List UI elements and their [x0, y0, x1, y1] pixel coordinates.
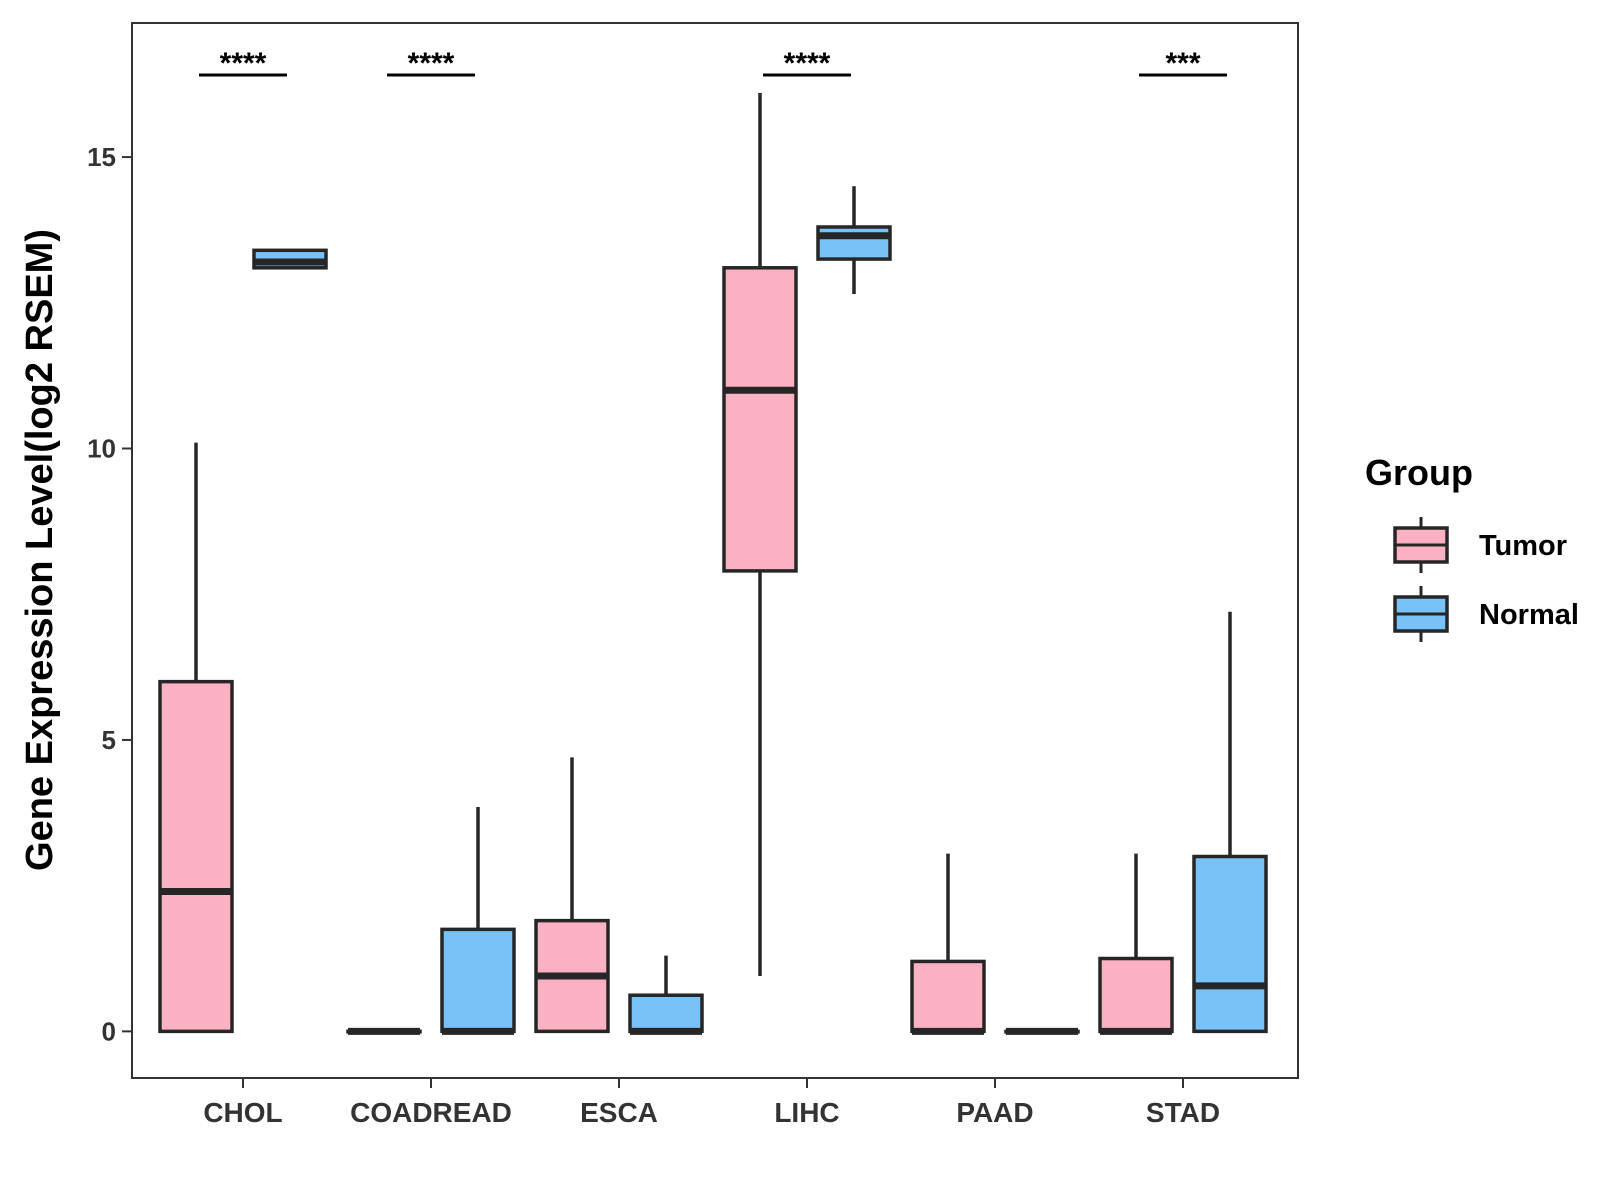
y-axis-title: Gene Expression Level(log2 RSEM) — [19, 229, 61, 871]
box-normal-coadread — [440, 806, 516, 1035]
significance-label: **** — [220, 47, 267, 80]
box-iqr — [1098, 956, 1174, 1034]
box-iqr — [440, 927, 516, 1034]
box-iqr — [816, 225, 892, 261]
legend-label: Tumor — [1479, 530, 1567, 562]
significance-annotations: **** **** **** *** — [199, 47, 1227, 80]
x-axis: CHOL COADREAD ESCA LIHC PAAD STAD — [203, 1078, 1220, 1128]
significance-label: **** — [784, 47, 831, 80]
x-tick-label: ESCA — [580, 1097, 658, 1128]
box-iqr — [910, 959, 986, 1034]
legend-title: Group — [1365, 452, 1473, 493]
x-tick-label: CHOL — [203, 1097, 282, 1128]
significance-label: *** — [1165, 47, 1200, 80]
significance-label: **** — [408, 47, 455, 80]
box-tumor-stad — [1098, 853, 1174, 1035]
y-tick-label: 0 — [102, 1016, 116, 1046]
legend: Group Tumor Normal — [1365, 452, 1579, 642]
box-tumor-paad — [910, 853, 986, 1035]
y-tick-label: 15 — [87, 142, 116, 172]
box-tumor-esca — [534, 757, 610, 1034]
box-tumor-coadread — [346, 1027, 422, 1035]
plot-panel — [131, 22, 1299, 1079]
box-normal-stad — [1192, 611, 1268, 1034]
box-iqr — [1192, 854, 1268, 1034]
x-tick-label: COADREAD — [350, 1097, 512, 1128]
x-tick-label: STAD — [1146, 1097, 1220, 1128]
box-iqr — [722, 266, 798, 573]
y-tick-label: 5 — [102, 725, 116, 755]
y-axis: 0 5 10 15 — [87, 142, 132, 1046]
legend-item-normal: Normal — [1393, 586, 1579, 642]
box-tumor-chol — [158, 442, 234, 1034]
x-tick-label: PAAD — [956, 1097, 1033, 1128]
x-tick-label: LIHC — [774, 1097, 839, 1128]
box-normal-esca — [628, 955, 704, 1035]
box-iqr — [158, 679, 234, 1034]
box-normal-paad — [1004, 1027, 1080, 1035]
box-normal-chol — [252, 248, 328, 270]
box-normal-lihc — [816, 186, 892, 295]
y-tick-label: 10 — [87, 433, 116, 463]
legend-label: Normal — [1479, 599, 1579, 631]
box-iqr — [628, 993, 704, 1034]
box-series — [158, 92, 1268, 1035]
box-tumor-lihc — [722, 92, 798, 976]
legend-item-tumor: Tumor — [1393, 517, 1567, 573]
